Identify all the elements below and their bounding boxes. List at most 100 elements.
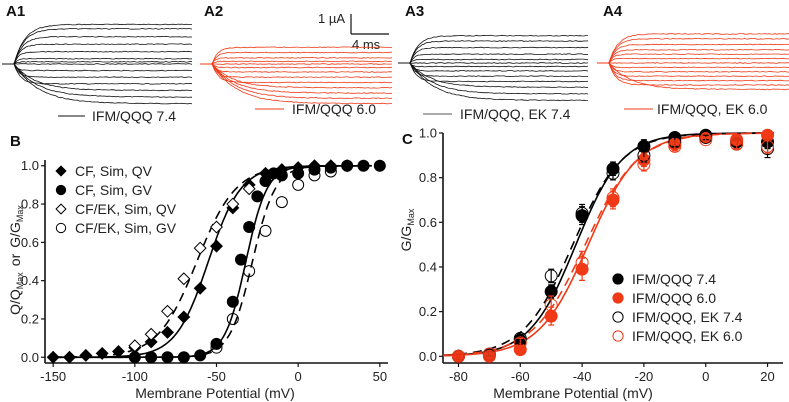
chart-c-axes — [442, 133, 783, 364]
trace-legend-a4: IFM/QQQ, EK 6.0 — [624, 101, 768, 117]
x-tick-label: -60 — [511, 369, 530, 384]
data-point — [161, 351, 174, 364]
trace-legend-a3-text: IFM/QQQ, EK 7.4 — [460, 106, 571, 122]
ylabel-q: Q/Q — [7, 289, 23, 315]
current-trace — [200, 62, 393, 69]
chart-b-points — [46, 159, 386, 364]
y-tick-label: 0.0 — [419, 349, 437, 364]
data-point — [128, 351, 141, 364]
legend-marker — [612, 292, 624, 304]
panel-label-a3: A3 — [405, 3, 424, 20]
trace-legend-a1-text: IFM/QQQ 7.4 — [92, 108, 176, 124]
current-trace — [597, 53, 789, 64]
trace-panel-a3 — [398, 34, 589, 102]
current-trace — [398, 53, 589, 64]
data-point — [357, 159, 370, 172]
current-trace — [200, 63, 393, 100]
current-trace — [398, 40, 589, 64]
current-trace — [2, 63, 193, 92]
data-point — [259, 224, 272, 237]
current-trace — [597, 37, 789, 64]
y-tick-label: 1.0 — [21, 158, 39, 173]
current-trace — [2, 23, 193, 65]
current-trace — [2, 27, 193, 65]
trace-panel-a2 — [200, 46, 393, 105]
current-trace — [597, 48, 789, 64]
panel-label-a1: A1 — [6, 3, 25, 20]
data-point — [210, 337, 223, 350]
legend-label: CF, Sim, GV — [75, 182, 153, 198]
current-trace — [2, 50, 193, 65]
current-trace — [597, 57, 789, 65]
legend-marker — [55, 165, 67, 177]
legend-label: CF, Sim, QV — [75, 163, 153, 179]
y-tick-label: 0.2 — [419, 304, 437, 319]
data-point — [243, 221, 256, 234]
fit-curve — [442, 132, 774, 356]
current-trace — [597, 61, 789, 73]
legend-label: IFM/QQQ, EK 7.4 — [632, 309, 743, 325]
data-point — [63, 350, 76, 364]
current-trace — [200, 46, 392, 65]
data-point — [95, 346, 109, 360]
data-point — [161, 304, 174, 318]
scale-bar-current-label: 1 µA — [318, 11, 345, 26]
current-trace — [200, 63, 393, 73]
y-tick-label: 0.4 — [419, 259, 437, 274]
legend-label: IFM/QQQ 6.0 — [632, 290, 716, 306]
data-point — [144, 335, 158, 349]
data-point — [259, 175, 272, 188]
data-point — [242, 182, 256, 196]
legend-marker — [55, 203, 67, 215]
current-trace — [398, 62, 589, 102]
panel-label-a2: A2 — [204, 3, 223, 20]
current-trace — [2, 63, 193, 65]
current-trace — [398, 58, 589, 64]
data-point — [226, 295, 239, 308]
legend-label: CF/EK, Sim, QV — [75, 201, 177, 217]
data-point — [482, 347, 496, 361]
data-point — [275, 169, 288, 182]
data-point — [292, 167, 305, 180]
data-point — [193, 281, 207, 295]
current-trace — [398, 62, 589, 78]
current-trace — [200, 57, 393, 65]
current-trace — [597, 62, 789, 69]
panel-label-c: C — [402, 131, 413, 148]
current-trace — [2, 43, 193, 65]
current-trace — [2, 63, 193, 105]
data-point — [373, 159, 386, 172]
ylabel-or: or — [7, 253, 23, 266]
current-trace — [2, 63, 193, 79]
chart-c: 0.0 0.2 0.4 0.6 0.8 1.0 -80 -60 -40 -20 0 20 Membra… — [398, 126, 783, 401]
current-trace — [2, 62, 193, 72]
data-point — [112, 345, 125, 358]
y-tick-label: 0.8 — [21, 197, 39, 212]
trace-legend-a3: IFM/QQQ, EK 7.4 — [423, 106, 571, 122]
chart-c-ticks: 0.0 0.2 0.4 0.6 0.8 1.0 -80 -60 -40 -20 0 20 — [419, 126, 775, 385]
current-trace — [200, 51, 392, 65]
current-trace — [398, 34, 588, 64]
x-tick-label: -150 — [40, 369, 66, 384]
current-trace — [200, 63, 393, 65]
y-tick-label: 0.4 — [21, 273, 39, 288]
current-trace — [597, 62, 789, 78]
ylabel-g: G/G — [398, 226, 414, 252]
current-trace — [200, 62, 393, 89]
data-point — [235, 253, 247, 266]
current-trace — [398, 62, 589, 83]
panel-label-a4: A4 — [603, 3, 623, 20]
current-trace — [200, 63, 393, 84]
data-point — [177, 310, 191, 324]
current-trace — [597, 43, 789, 64]
data-point — [637, 157, 651, 171]
scale-bar: 1 µA 4 ms — [318, 11, 389, 52]
ylabel-g: G/G — [7, 222, 23, 248]
data-point — [544, 298, 558, 312]
legend-label: IFM/QQQ, EK 6.0 — [632, 328, 743, 344]
x-tick-label: -40 — [573, 369, 592, 384]
data-point — [193, 241, 207, 255]
data-point — [79, 348, 93, 362]
data-point — [606, 166, 620, 180]
data-point — [177, 272, 191, 286]
